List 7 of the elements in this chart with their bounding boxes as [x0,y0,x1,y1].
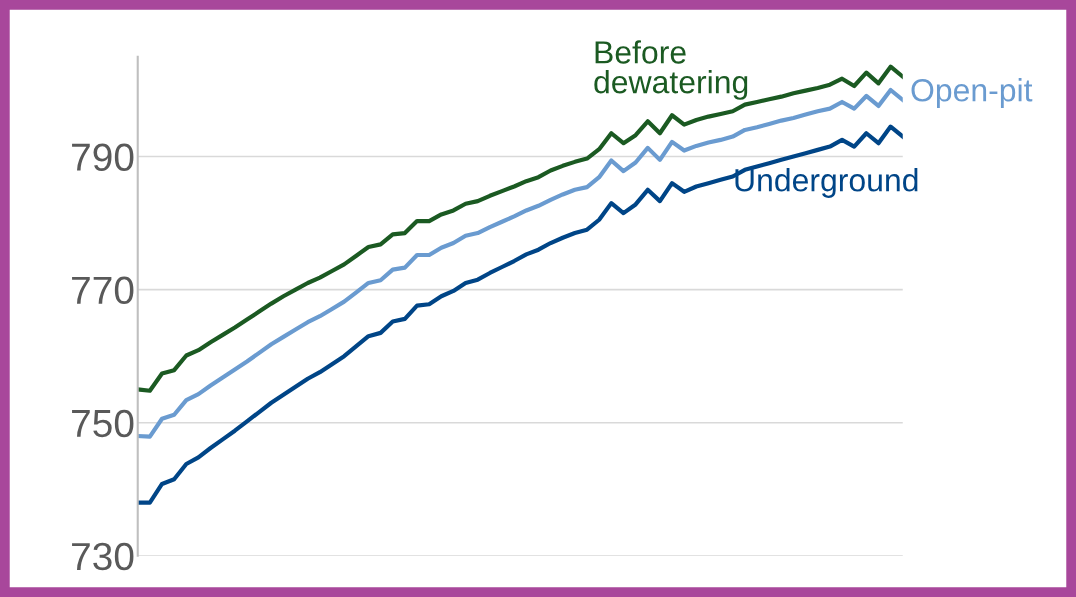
y-tick-label: 790 [72,143,134,172]
series-label: Before dewatering [594,40,748,100]
y-tick-label: 770 [72,276,134,305]
series-label: Open-pit [911,78,1033,108]
series-label: Underground [735,168,918,198]
y-tick-label: 750 [72,409,134,438]
y-tick-label: 730 [72,542,134,571]
